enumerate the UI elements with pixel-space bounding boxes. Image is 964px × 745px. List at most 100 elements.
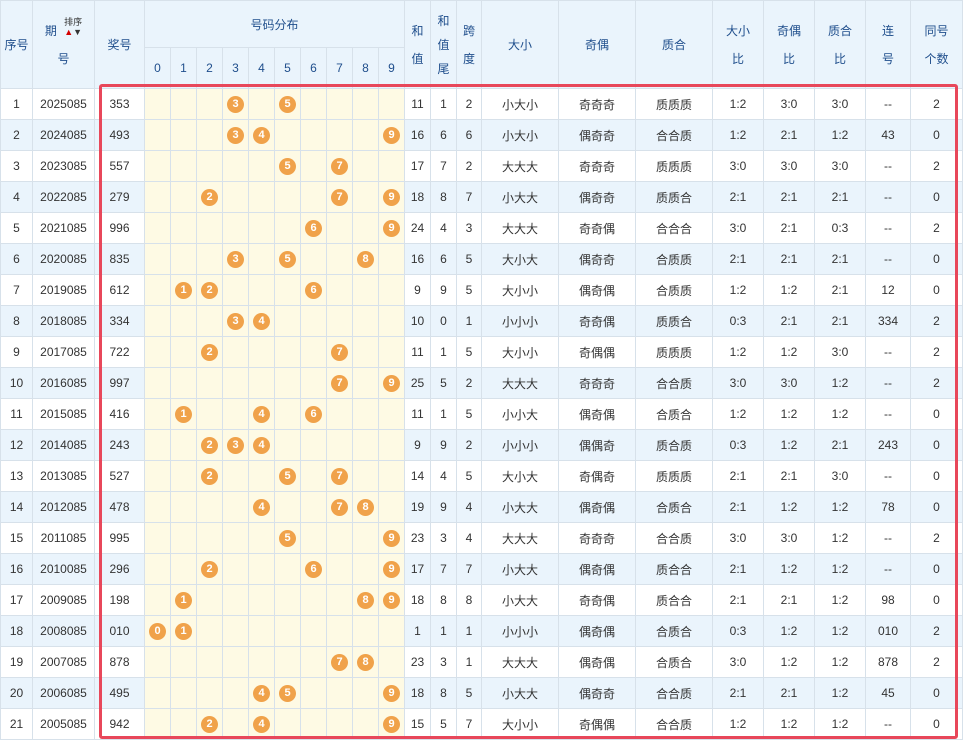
distribution-cell: 9 xyxy=(378,522,405,554)
table-row: 19 2007085 878 7 8 23 3 1 大大大 偶奇偶 合质合 3:0 1:2 1:2 878 2 xyxy=(0,646,963,678)
seq-cell: 6 xyxy=(0,243,33,275)
sum-tail-cell: 1 xyxy=(430,398,457,430)
period-cell: 2013085 xyxy=(32,460,95,492)
distribution-cell xyxy=(326,398,353,430)
sum-tail-cell: 9 xyxy=(430,274,457,306)
distribution-cell xyxy=(352,615,379,647)
prime-ratio-cell: 1:2 xyxy=(814,491,866,523)
distribution-cell xyxy=(300,491,327,523)
digit-header: 7 xyxy=(326,47,353,89)
span-cell: 1 xyxy=(456,305,482,337)
distribution-cell xyxy=(274,181,301,213)
distribution-cell xyxy=(352,398,379,430)
seq-cell: 14 xyxy=(0,491,33,523)
distribution-cell: 5 xyxy=(274,88,301,120)
number-ball: 5 xyxy=(279,250,296,268)
prize-cell: 010 xyxy=(94,615,145,647)
prime-cell: 质质质 xyxy=(635,336,713,368)
digit-header: 1 xyxy=(170,47,197,89)
distribution-cell xyxy=(170,181,197,213)
seq-cell: 3 xyxy=(0,150,33,182)
distribution-cell xyxy=(326,212,353,244)
number-ball: 9 xyxy=(383,219,400,237)
period-cell: 2007085 xyxy=(32,646,95,678)
distribution-cell xyxy=(196,522,223,554)
distribution-cell xyxy=(222,150,249,182)
sort-toggle[interactable]: 排序 ▲▼ xyxy=(64,16,83,37)
seq-cell: 8 xyxy=(0,305,33,337)
number-ball: 8 xyxy=(357,498,374,516)
prime-cell: 质质质 xyxy=(635,88,713,120)
size-cell: 大小小 xyxy=(481,336,559,368)
number-ball: 2 xyxy=(201,467,218,485)
table-row: 4 2022085 279 2 7 9 18 8 7 小大大 偶奇奇 质质合 2:1 2:1 2:1 -- 0 xyxy=(0,181,963,213)
prime-cell: 合合质 xyxy=(635,708,713,740)
table-body: 1 2025085 353 3 5 11 1 2 小大小 奇奇奇 质质质 1:2 3:0 3:0 -- 2 2 2… xyxy=(0,88,963,740)
table-row: 15 2011085 995 5 9 23 3 4 大大大 奇奇奇 合合质 3:0 3:0 1:2 -- 2 xyxy=(0,522,963,554)
size-cell: 大小大 xyxy=(481,460,559,492)
size-cell: 小大大 xyxy=(481,584,559,616)
size-cell: 大大大 xyxy=(481,212,559,244)
span-cell: 4 xyxy=(456,491,482,523)
number-ball: 3 xyxy=(227,126,244,144)
header-span: 跨度 xyxy=(456,0,482,89)
size-ratio-cell: 1:2 xyxy=(712,119,764,151)
sum-tail-cell: 9 xyxy=(430,491,457,523)
distribution-cell xyxy=(144,708,171,740)
distribution-cell: 4 xyxy=(248,305,275,337)
sum-tail-cell: 4 xyxy=(430,460,457,492)
table-row: 11 2015085 416 1 4 6 11 1 5 小小大 偶奇偶 合质合 1:2 1:2 1:2 -- 0 xyxy=(0,398,963,430)
distribution-cell xyxy=(222,336,249,368)
distribution-cell xyxy=(300,119,327,151)
distribution-cell xyxy=(300,677,327,709)
distribution-cell xyxy=(144,491,171,523)
distribution-cell xyxy=(300,336,327,368)
period-cell: 2022085 xyxy=(32,181,95,213)
distribution-cell xyxy=(352,88,379,120)
seq-cell: 1 xyxy=(0,88,33,120)
span-cell: 5 xyxy=(456,336,482,368)
parity-cell: 奇奇偶 xyxy=(558,212,636,244)
distribution-cell xyxy=(326,119,353,151)
parity-cell: 奇偶奇 xyxy=(558,460,636,492)
distribution-cell xyxy=(144,243,171,275)
distribution-cell: 3 xyxy=(222,119,249,151)
table-row: 17 2009085 198 1 8 9 18 8 8 小大大 奇奇偶 质合合 2:1 2:1 1:2 98 0 xyxy=(0,584,963,616)
digit-header: 9 xyxy=(378,47,405,89)
header-prime-ratio: 质合比 xyxy=(814,0,866,89)
distribution-cell xyxy=(274,367,301,399)
table-row: 7 2019085 612 1 2 6 9 9 5 大小小 偶奇偶 合质质 1:2 1:2 2:1 12 0 xyxy=(0,274,963,306)
distribution-cell xyxy=(222,212,249,244)
distribution-cell xyxy=(170,460,197,492)
span-cell: 2 xyxy=(456,367,482,399)
distribution-cell: 7 xyxy=(326,491,353,523)
number-ball: 7 xyxy=(331,467,348,485)
distribution-cell xyxy=(378,274,405,306)
sum-tail-cell: 1 xyxy=(430,336,457,368)
distribution-cell: 1 xyxy=(170,398,197,430)
distribution-cell xyxy=(170,150,197,182)
distribution-cell xyxy=(248,274,275,306)
prime-ratio-cell: 0:3 xyxy=(814,212,866,244)
sum-cell: 14 xyxy=(404,460,431,492)
parity-ratio-cell: 1:2 xyxy=(763,429,815,461)
prime-cell: 合质合 xyxy=(635,398,713,430)
parity-ratio-cell: 1:2 xyxy=(763,491,815,523)
distribution-cell xyxy=(196,677,223,709)
parity-cell: 偶奇偶 xyxy=(558,646,636,678)
distribution-cell: 4 xyxy=(248,677,275,709)
sum-tail-cell: 8 xyxy=(430,584,457,616)
prize-cell: 478 xyxy=(94,491,145,523)
parity-ratio-cell: 3:0 xyxy=(763,88,815,120)
size-ratio-cell: 2:1 xyxy=(712,491,764,523)
number-ball: 7 xyxy=(331,188,348,206)
distribution-cell xyxy=(326,305,353,337)
distribution-cell: 3 xyxy=(222,243,249,275)
parity-ratio-cell: 1:2 xyxy=(763,398,815,430)
distribution-cell: 2 xyxy=(196,460,223,492)
size-cell: 小大大 xyxy=(481,181,559,213)
distribution-cell xyxy=(274,615,301,647)
sort-up-icon: ▲ xyxy=(64,26,74,37)
sum-cell: 23 xyxy=(404,646,431,678)
span-cell: 4 xyxy=(456,522,482,554)
